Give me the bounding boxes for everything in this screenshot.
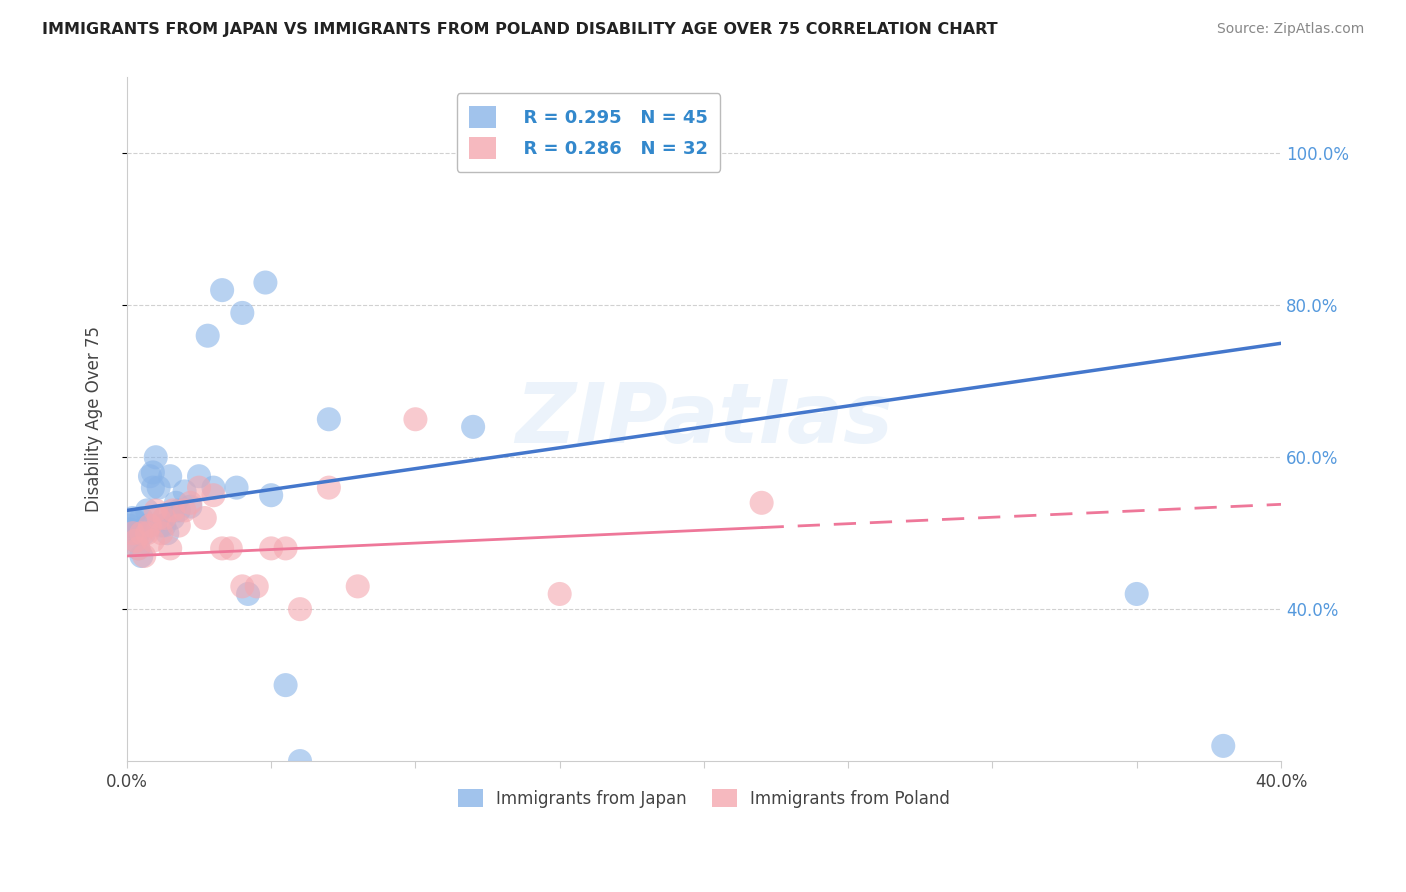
Point <box>219 541 242 556</box>
Point <box>404 412 426 426</box>
Point <box>142 466 165 480</box>
Point <box>139 469 162 483</box>
Point <box>131 549 153 563</box>
Text: ZIPatlas: ZIPatlas <box>515 379 893 459</box>
Point <box>118 518 141 533</box>
Point <box>162 511 184 525</box>
Point <box>346 579 368 593</box>
Point <box>1125 587 1147 601</box>
Point <box>145 503 167 517</box>
Point <box>188 481 211 495</box>
Point <box>254 276 277 290</box>
Point <box>693 146 716 161</box>
Point <box>167 518 190 533</box>
Point <box>225 481 247 495</box>
Point <box>159 541 181 556</box>
Point <box>150 518 173 533</box>
Point <box>751 496 773 510</box>
Point <box>179 496 201 510</box>
Point <box>142 481 165 495</box>
Point <box>136 518 159 533</box>
Point <box>148 481 170 495</box>
Point <box>156 526 179 541</box>
Point <box>131 511 153 525</box>
Point <box>194 511 217 525</box>
Text: IMMIGRANTS FROM JAPAN VS IMMIGRANTS FROM POLAND DISABILITY AGE OVER 75 CORRELATI: IMMIGRANTS FROM JAPAN VS IMMIGRANTS FROM… <box>42 22 998 37</box>
Point <box>134 549 156 563</box>
Legend: Immigrants from Japan, Immigrants from Poland: Immigrants from Japan, Immigrants from P… <box>451 783 956 814</box>
Point <box>173 503 195 517</box>
Point <box>288 602 311 616</box>
Point <box>139 518 162 533</box>
Point <box>260 488 283 502</box>
Point <box>274 541 297 556</box>
Point <box>153 511 176 525</box>
Point <box>463 420 485 434</box>
Point <box>1212 739 1234 753</box>
Point <box>127 526 149 541</box>
Point <box>202 488 225 502</box>
Point <box>318 481 340 495</box>
Point <box>131 526 153 541</box>
Point <box>197 328 219 343</box>
Point <box>145 450 167 465</box>
Point <box>231 306 253 320</box>
Point <box>548 587 571 601</box>
Point <box>167 503 190 517</box>
Point <box>124 533 146 548</box>
Point <box>136 503 159 517</box>
Point <box>165 496 187 510</box>
Point <box>188 469 211 483</box>
Point <box>606 146 628 161</box>
Y-axis label: Disability Age Over 75: Disability Age Over 75 <box>86 326 103 512</box>
Point <box>236 587 259 601</box>
Point <box>202 481 225 495</box>
Point <box>124 515 146 529</box>
Point <box>179 500 201 514</box>
Point <box>211 541 233 556</box>
Point <box>142 533 165 548</box>
Point <box>121 526 143 541</box>
Point <box>162 503 184 517</box>
Point <box>118 522 141 536</box>
Point <box>148 511 170 525</box>
Point <box>288 754 311 768</box>
Point <box>124 533 146 548</box>
Point <box>121 511 143 525</box>
Point <box>246 579 269 593</box>
Point <box>260 541 283 556</box>
Point <box>231 579 253 593</box>
Point <box>211 283 233 297</box>
Point <box>134 526 156 541</box>
Point <box>136 526 159 541</box>
Point <box>153 518 176 533</box>
Point <box>121 526 143 541</box>
Point <box>159 469 181 483</box>
Point <box>173 484 195 499</box>
Point <box>127 541 149 556</box>
Point <box>150 526 173 541</box>
Point <box>274 678 297 692</box>
Point <box>127 541 149 556</box>
Text: Source: ZipAtlas.com: Source: ZipAtlas.com <box>1216 22 1364 37</box>
Point <box>318 412 340 426</box>
Point <box>153 511 176 525</box>
